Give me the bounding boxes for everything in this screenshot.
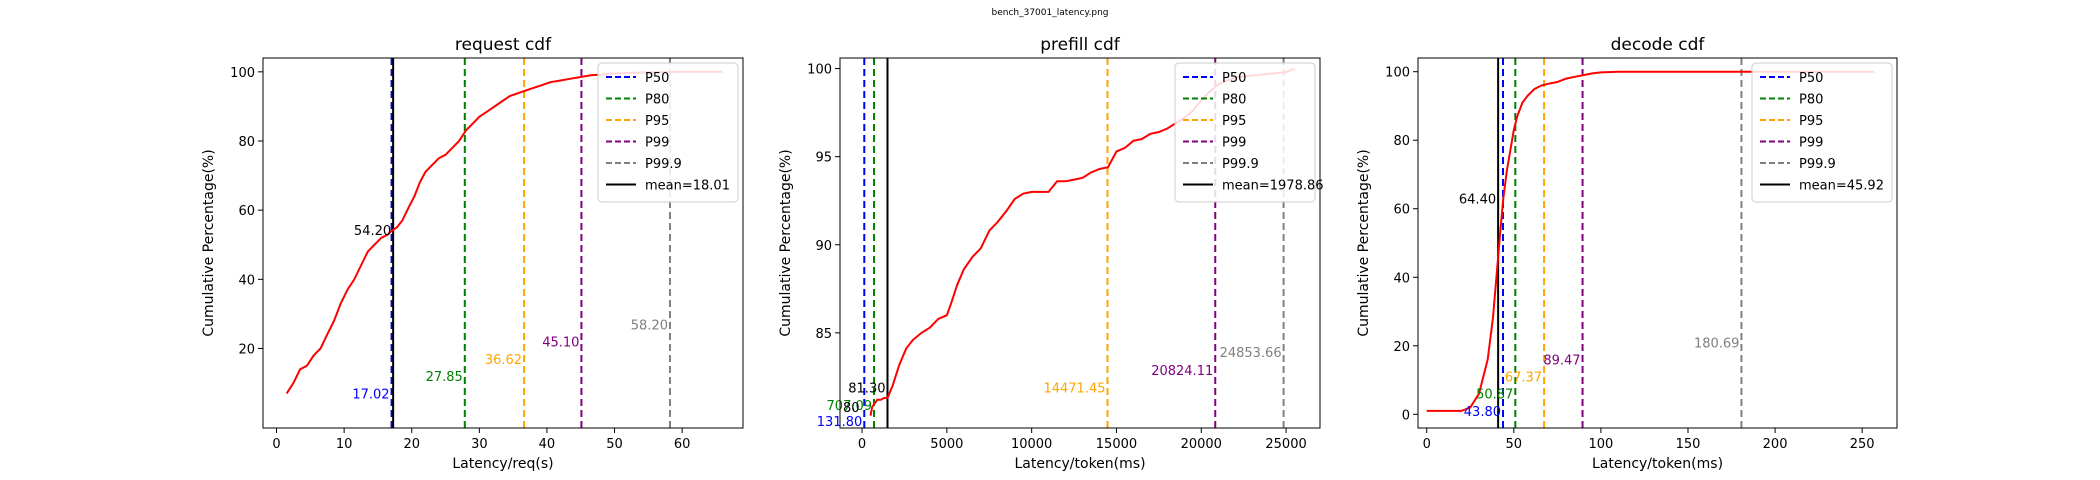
decode-cdf-panel: decode cdf Latency/token(ms) Cumulative Pe… (1356, 35, 1898, 472)
mean-18-01-value-label: 54.20 (354, 224, 391, 239)
x-tick-label: 250 (1850, 437, 1875, 452)
x-tick-label: 10 (336, 437, 353, 452)
x-axis-label: Latency/token(ms) (1014, 456, 1145, 472)
x-axis-label: Latency/req(s) (452, 456, 553, 472)
p99-9-value-label: 180.69 (1694, 336, 1740, 351)
legend-entry-p99-9: P99.9 (1222, 157, 1259, 172)
y-tick-label: 95 (815, 151, 832, 166)
y-tick-label: 100 (1385, 66, 1410, 81)
legend-entry-p80: P80 (1222, 93, 1246, 108)
p50-value-label: 43.80 (1464, 405, 1501, 420)
y-tick-label: 60 (1393, 203, 1410, 218)
y-tick-label: 90 (815, 239, 832, 254)
x-tick-label: 50 (1506, 437, 1523, 452)
x-axis-label: Latency/token(ms) (1592, 456, 1723, 472)
p99-value-label: 89.47 (1543, 353, 1580, 368)
x-tick-label: 5000 (930, 437, 963, 452)
y-tick-label: 100 (807, 63, 832, 78)
x-tick-label: 100 (1588, 437, 1613, 452)
p95-value-label: 36.62 (485, 353, 522, 368)
y-tick-label: 0 (1402, 408, 1410, 423)
y-tick-label: 20 (1393, 340, 1410, 355)
x-tick-label: 60 (674, 437, 691, 452)
request-cdf-panel: request cdf Latency/req(s) Cumulative Perc… (201, 35, 744, 472)
chart-title: prefill cdf (1040, 35, 1121, 55)
legend-entry-p50: P50 (1799, 71, 1823, 86)
legend: P50 P80 P95 P99 P99.9 mean=18.01 (597, 62, 739, 203)
legend-entry-p50: P50 (645, 71, 669, 86)
legend-entry-p95: P95 (645, 114, 669, 129)
extra-annotation: 80 (843, 401, 860, 416)
legend-entry-p95: P95 (1222, 114, 1246, 129)
legend-entry-mean-1978-86: mean=1978.86 (1222, 179, 1324, 194)
x-tick-label: 0 (1423, 437, 1431, 452)
prefill-cdf-panel: prefill cdf Latency/token(ms) Cumulative P… (778, 35, 1324, 472)
y-tick-label: 80 (238, 135, 255, 150)
legend-entry-mean-45-92: mean=45.92 (1799, 179, 1884, 194)
x-tick-label: 200 (1763, 437, 1788, 452)
legend-entry-mean-18-01: mean=18.01 (645, 179, 730, 194)
y-tick-label: 60 (238, 204, 255, 219)
legend-entry-p99: P99 (1799, 136, 1823, 151)
mean-45-92-value-label: 64.40 (1459, 192, 1496, 207)
p99-9-value-label: 58.20 (631, 318, 668, 333)
y-tick-label: 85 (815, 327, 832, 342)
legend-entry-p80: P80 (645, 93, 669, 108)
x-tick-label: 0 (858, 437, 866, 452)
axes-frame (262, 57, 744, 429)
y-tick-label: 20 (238, 342, 255, 357)
legend-entry-p80: P80 (1799, 93, 1823, 108)
y-tick-label: 100 (230, 66, 255, 81)
p99-value-label: 45.10 (542, 336, 579, 351)
legend: P50 P80 P95 P99 P99.9 mean=45.92 (1751, 62, 1893, 203)
plot-area (1426, 58, 1875, 428)
x-tick-label: 15000 (1096, 437, 1137, 452)
mean-1978-86-value-label: 81.30 (848, 381, 885, 396)
legend-entry-p50: P50 (1222, 71, 1246, 86)
x-tick-label: 50 (606, 437, 623, 452)
axes-frame (839, 57, 1321, 429)
y-axis-label: Cumulative Percentage(%) (1356, 149, 1372, 336)
legend-entry-p99-9: P99.9 (1799, 157, 1836, 172)
chart-title: request cdf (455, 35, 552, 55)
p80-value-label: 707.09 (827, 399, 873, 414)
chart-title: decode cdf (1611, 35, 1706, 55)
legend: P50 P80 P95 P99 P99.9 mean=1978.86 (1174, 62, 1324, 203)
x-tick-label: 25000 (1265, 437, 1306, 452)
legend-entry-p95: P95 (1799, 114, 1823, 129)
x-tick-label: 150 (1676, 437, 1701, 452)
x-tick-label: 0 (272, 437, 280, 452)
x-tick-label: 40 (539, 437, 556, 452)
y-axis-label: Cumulative Percentage(%) (778, 149, 794, 336)
y-axis-label: Cumulative Percentage(%) (201, 149, 217, 336)
p99-value-label: 20824.11 (1151, 364, 1213, 379)
p99-9-value-label: 24853.66 (1220, 346, 1282, 361)
p50-value-label: 17.02 (352, 387, 389, 402)
y-tick-label: 80 (1393, 134, 1410, 149)
x-tick-label: 20000 (1181, 437, 1222, 452)
x-tick-label: 10000 (1011, 437, 1052, 452)
axes-frame (1417, 57, 1898, 429)
p95-value-label: 14471.45 (1043, 381, 1105, 396)
legend-entry-p99: P99 (645, 136, 669, 151)
figure-suptitle: bench_37001_latency.png (991, 8, 1108, 18)
y-tick-label: 40 (238, 273, 255, 288)
y-tick-label: 40 (1393, 271, 1410, 286)
legend-entry-p99: P99 (1222, 136, 1246, 151)
p80-value-label: 50.87 (1476, 388, 1513, 403)
x-tick-label: 20 (403, 437, 420, 452)
p80-value-label: 27.85 (426, 370, 463, 385)
p95-value-label: 67.37 (1505, 371, 1542, 386)
legend-entry-p99-9: P99.9 (645, 157, 682, 172)
x-tick-label: 30 (471, 437, 488, 452)
